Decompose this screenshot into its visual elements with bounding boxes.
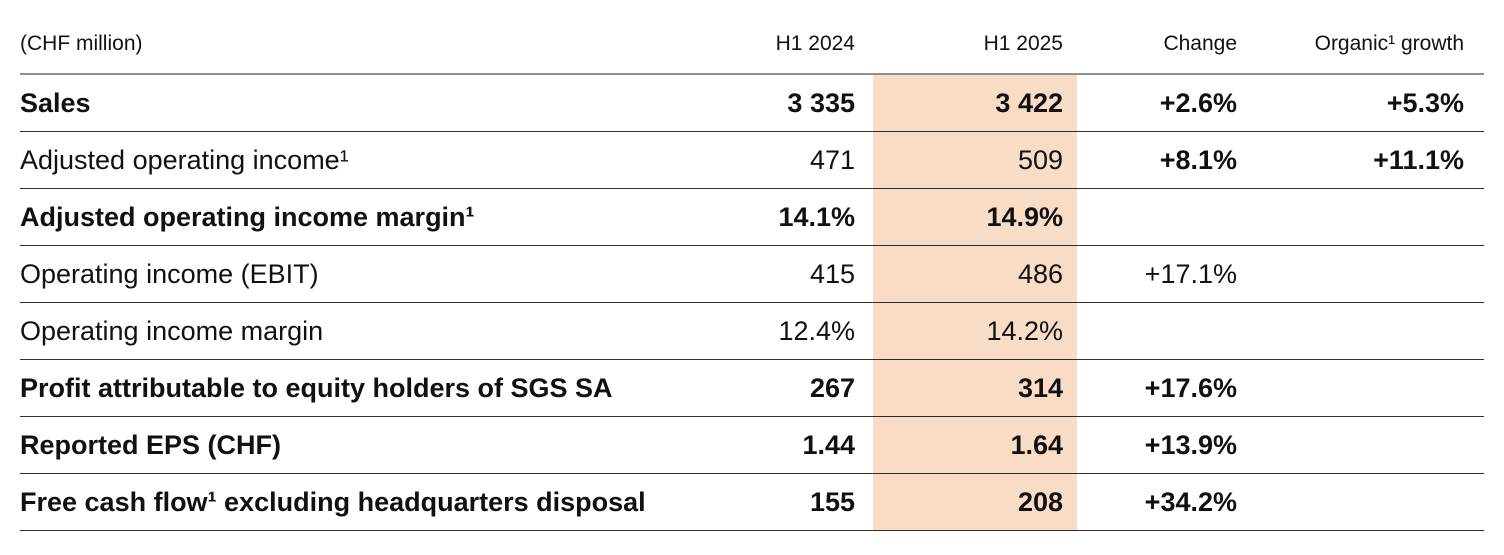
cell-organic-growth [1250, 359, 1484, 417]
cell-change: +17.1% [1077, 245, 1250, 303]
table-row-reported-eps: Reported EPS (CHF) 1.44 1.64 +13.9% [20, 416, 1484, 474]
row-label: Free cash flow¹ excluding headquarters d… [20, 473, 713, 531]
cell-h1-2025: 486 [873, 245, 1077, 303]
row-label: Reported EPS (CHF) [20, 416, 713, 474]
row-label: Adjusted operating income¹ [20, 131, 713, 189]
cell-change: +13.9% [1077, 416, 1250, 474]
cell-change: +17.6% [1077, 359, 1250, 417]
column-header-h1-2024: H1 2024 [713, 0, 873, 75]
row-label: Adjusted operating income margin¹ [20, 188, 713, 246]
cell-change: +34.2% [1077, 473, 1250, 531]
table-row-operating-income-ebit: Operating income (EBIT) 415 486 +17.1% [20, 245, 1484, 303]
cell-organic-growth [1250, 416, 1484, 474]
cell-h1-2025: 314 [873, 359, 1077, 417]
cell-h1-2025: 509 [873, 131, 1077, 189]
column-header-h1-2025: H1 2025 [873, 0, 1077, 75]
cell-h1-2025: 3 422 [873, 74, 1077, 132]
cell-h1-2025: 14.2% [873, 302, 1077, 360]
cell-change: +2.6% [1077, 74, 1250, 132]
row-label: Sales [20, 74, 713, 132]
row-label: Operating income margin [20, 302, 713, 360]
cell-h1-2024: 155 [713, 473, 873, 531]
cell-h1-2024: 14.1% [713, 188, 873, 246]
column-header-change: Change [1077, 0, 1250, 75]
row-label: Operating income (EBIT) [20, 245, 713, 303]
cell-h1-2024: 1.44 [713, 416, 873, 474]
cell-h1-2025: 208 [873, 473, 1077, 531]
unit-label: (CHF million) [20, 0, 713, 75]
financial-results-page: (CHF million) H1 2024 H1 2025 Change Org… [20, 0, 1484, 531]
cell-h1-2024: 3 335 [713, 74, 873, 132]
table-row-free-cash-flow: Free cash flow¹ excluding headquarters d… [20, 473, 1484, 531]
cell-organic-growth [1250, 188, 1484, 246]
cell-organic-growth [1250, 302, 1484, 360]
cell-h1-2024: 471 [713, 131, 873, 189]
cell-h1-2024: 415 [713, 245, 873, 303]
table-row-sales: Sales 3 335 3 422 +2.6% +5.3% [20, 74, 1484, 132]
cell-change [1077, 302, 1250, 360]
cell-organic-growth: +11.1% [1250, 131, 1484, 189]
cell-organic-growth [1250, 245, 1484, 303]
table-row-profit-attributable: Profit attributable to equity holders of… [20, 359, 1484, 417]
column-header-organic-growth: Organic¹ growth [1250, 0, 1484, 75]
cell-change: +8.1% [1077, 131, 1250, 189]
cell-h1-2025: 14.9% [873, 188, 1077, 246]
half-year-results-table: (CHF million) H1 2024 H1 2025 Change Org… [20, 0, 1484, 531]
cell-organic-growth: +5.3% [1250, 74, 1484, 132]
cell-organic-growth [1250, 473, 1484, 531]
cell-change [1077, 188, 1250, 246]
table-row-adjusted-operating-income-margin: Adjusted operating income margin¹ 14.1% … [20, 188, 1484, 246]
table-row-operating-income-margin: Operating income margin 12.4% 14.2% [20, 302, 1484, 360]
row-label: Profit attributable to equity holders of… [20, 359, 713, 417]
table-row-adjusted-operating-income: Adjusted operating income¹ 471 509 +8.1%… [20, 131, 1484, 189]
header-row: (CHF million) H1 2024 H1 2025 Change Org… [20, 0, 1484, 75]
cell-h1-2024: 267 [713, 359, 873, 417]
cell-h1-2024: 12.4% [713, 302, 873, 360]
cell-h1-2025: 1.64 [873, 416, 1077, 474]
